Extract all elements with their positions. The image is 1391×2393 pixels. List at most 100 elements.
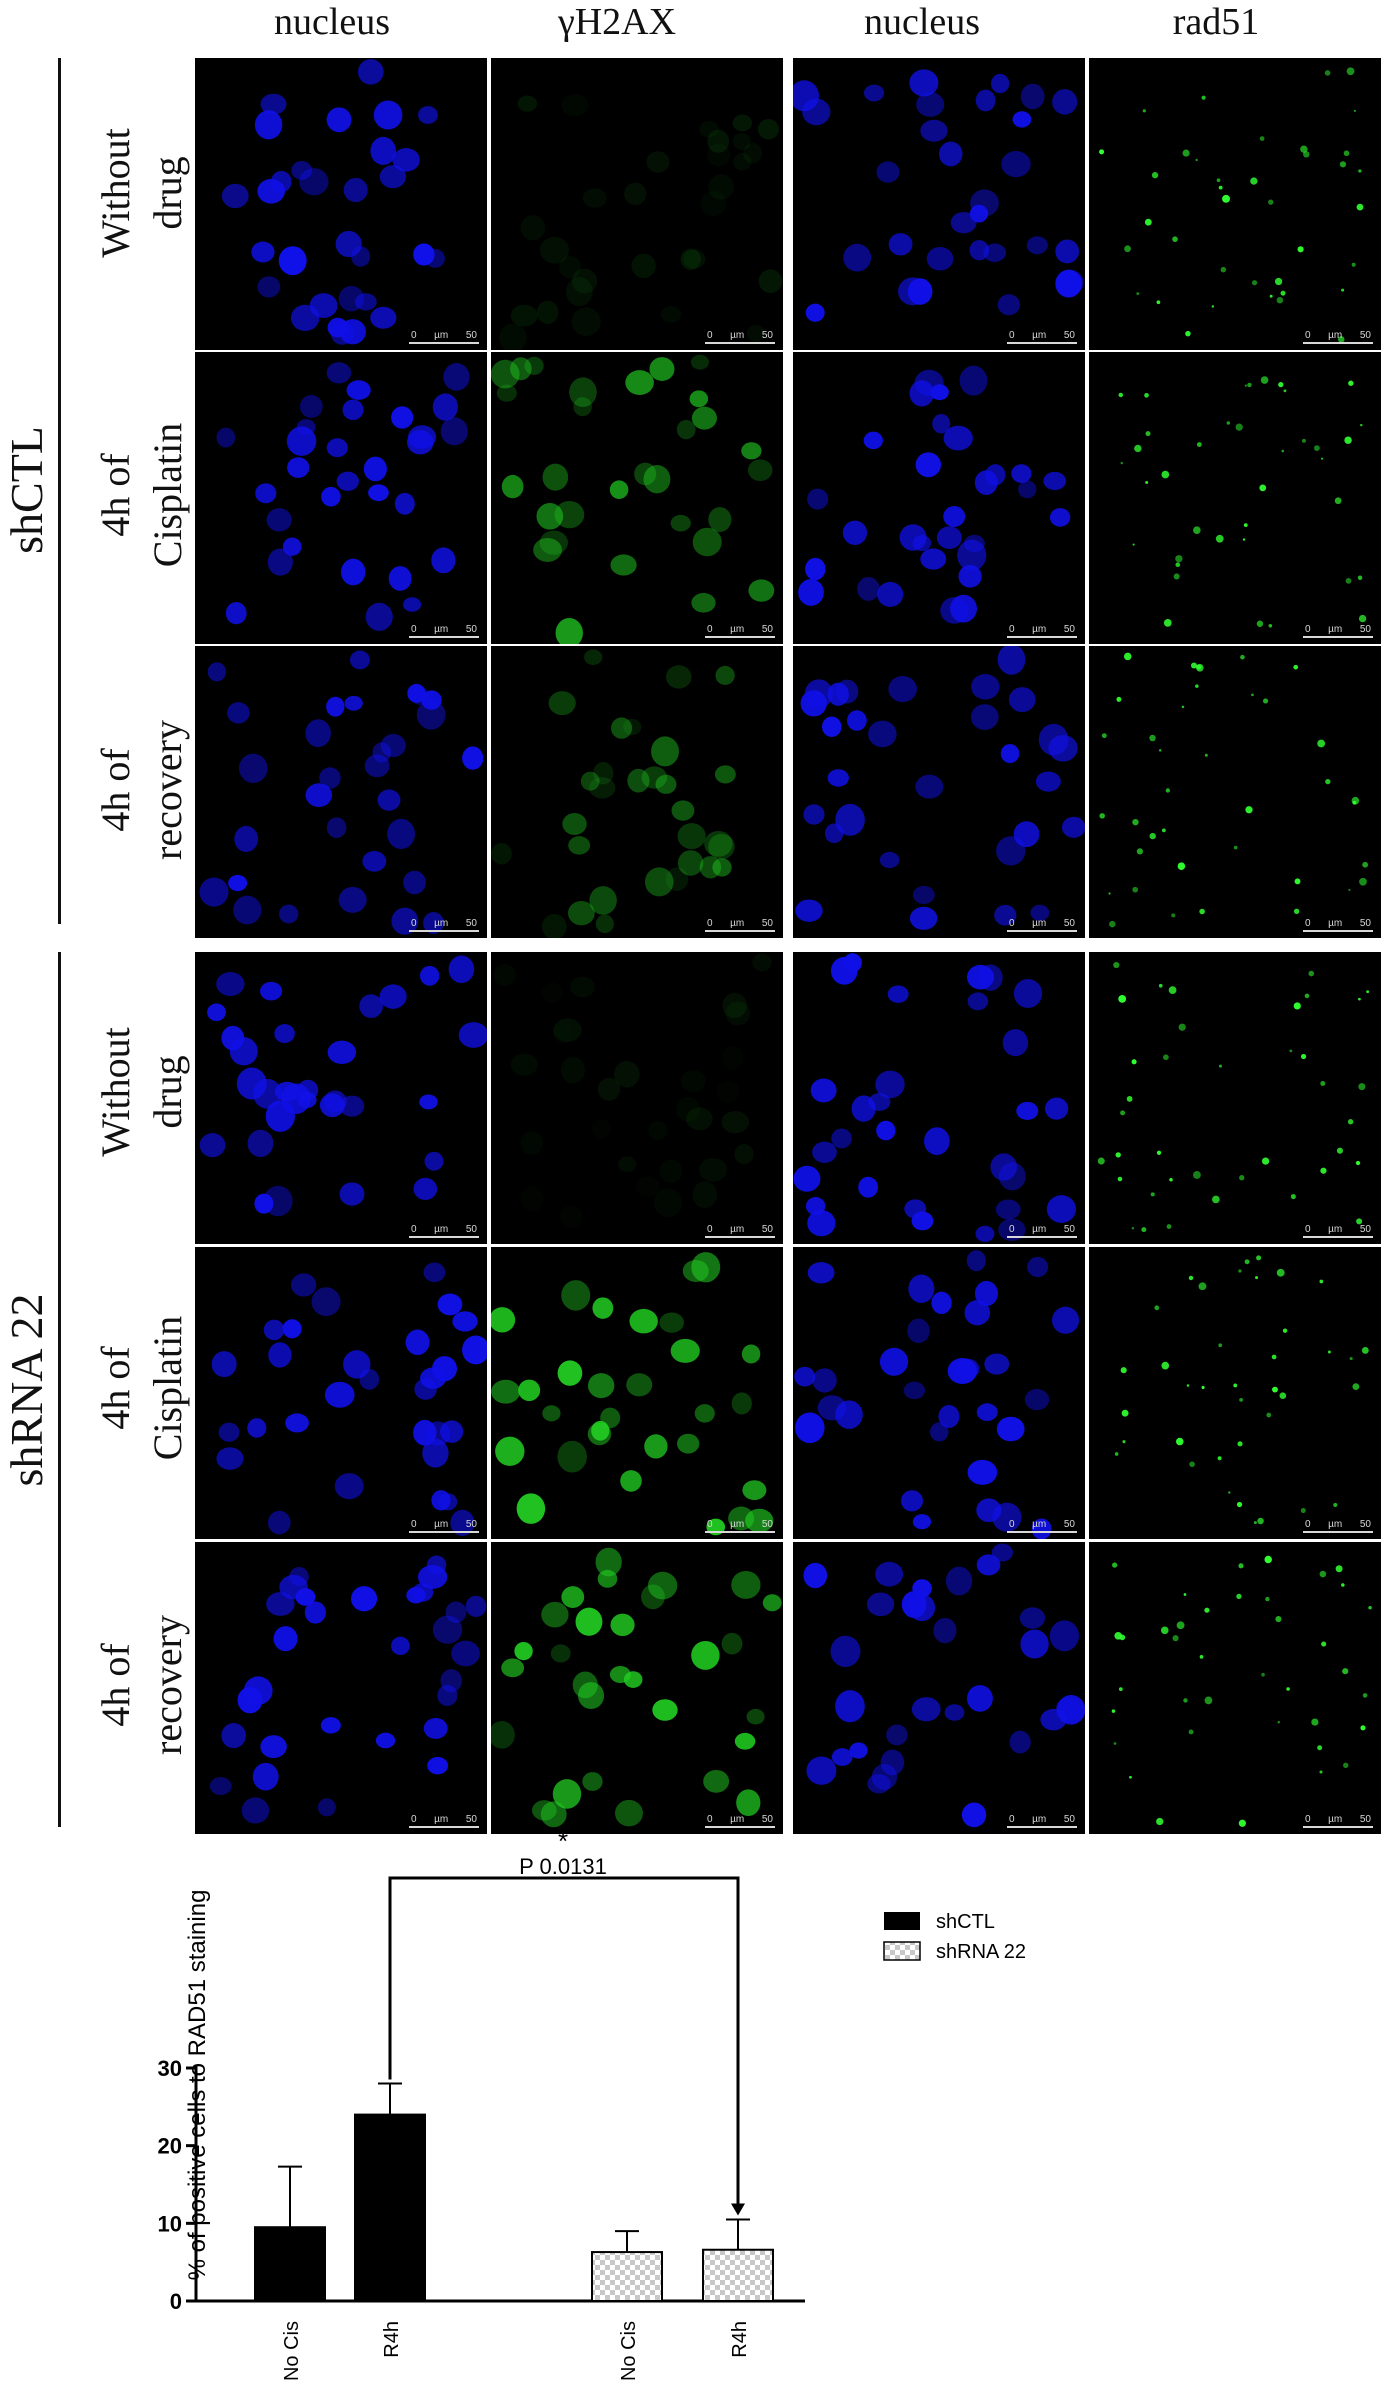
- nucleus-cell: [216, 971, 245, 997]
- nucleus-cell: [976, 1554, 1001, 1576]
- nucleus-cell: [824, 823, 844, 844]
- panel-shrna22-cisplatin-nucleus-1: 0 µm 50: [195, 1247, 487, 1539]
- rad51-focus: [1294, 878, 1301, 885]
- nucleus-cell: [335, 230, 362, 258]
- nucleus-cell: [403, 870, 426, 895]
- gh2ax-nucleus: [758, 269, 783, 293]
- rad51-focus: [1311, 1718, 1319, 1726]
- nucleus-cell: [297, 1091, 317, 1109]
- rad51-bar-chart: 0 10 20 30% of positive cells to RAD51 stai…: [158, 1830, 1027, 2381]
- nucleus-cell: [343, 1350, 371, 1379]
- scale-bar-length: 50: [1063, 1519, 1075, 1530]
- gh2ax-nucleus: [510, 304, 538, 327]
- gh2ax-nucleus: [699, 1157, 728, 1182]
- rad51-focus: [1366, 990, 1370, 994]
- rad51-focus: [1264, 1555, 1272, 1564]
- scale-bar-line: [1303, 636, 1373, 638]
- gh2ax-nucleus: [748, 579, 775, 602]
- panel-shctl-without-drug-rad51: 0 µm 50: [1089, 58, 1381, 350]
- rad51-focus: [1181, 705, 1185, 709]
- gh2ax-nucleus: [680, 248, 701, 271]
- gh2ax-nucleus: [571, 268, 598, 294]
- rad51-focus: [1173, 573, 1180, 580]
- rad51-focus: [1217, 1456, 1222, 1461]
- panel-shctl-recovery-nucleus-1: 0 µm 50: [195, 646, 487, 938]
- gh2ax-nucleus: [731, 1392, 752, 1415]
- scale-bar-unit: µm: [1328, 918, 1343, 929]
- scale-bar: 0 µm 50: [1007, 1519, 1077, 1533]
- rad51-focus: [1160, 1626, 1169, 1635]
- nucleus-cell: [997, 646, 1026, 675]
- nucleus-cell: [958, 564, 982, 588]
- nucleus-cell: [413, 1419, 437, 1446]
- nucleus-cell: [991, 1543, 1013, 1562]
- nucleus-cell: [899, 524, 927, 551]
- gh2ax-nucleus: [610, 1613, 635, 1637]
- nucleus-cell: [794, 1366, 816, 1387]
- panel-shrna22-recovery-nucleus-2: 0 µm 50: [793, 1542, 1085, 1834]
- rad51-focus: [1171, 913, 1176, 918]
- rad51-focus: [1368, 1605, 1372, 1610]
- nucleus-cell: [805, 303, 825, 322]
- gh2ax-nucleus: [691, 592, 716, 613]
- nucleus-cell: [344, 695, 363, 711]
- nucleus-cell: [282, 537, 302, 556]
- gh2ax-nucleus: [752, 953, 772, 972]
- rad51-focus: [1175, 562, 1181, 568]
- gh2ax-nucleus: [717, 1080, 739, 1103]
- rad51-focus: [1118, 392, 1124, 398]
- scale-bar-length: 50: [1359, 1224, 1371, 1235]
- gh2ax-nucleus: [732, 114, 753, 132]
- scale-bar-length: 50: [1359, 330, 1371, 341]
- scale-bar-unit: µm: [730, 1224, 745, 1235]
- nucleus-cell: [1001, 150, 1031, 178]
- gh2ax-nucleus: [552, 1779, 582, 1809]
- row-label-shctl-recovery: 4h of recovery: [93, 720, 190, 860]
- gh2ax-nucleus: [676, 420, 696, 440]
- nucleus-cell: [1008, 687, 1036, 713]
- panel-shctl-without-drug-gh2ax: 0 µm 50: [491, 58, 783, 350]
- nucleus-cell: [357, 59, 384, 85]
- rad51-focus: [1297, 246, 1304, 253]
- nucleus-cell: [255, 483, 277, 504]
- nucleus-cell: [1061, 816, 1085, 838]
- rad51-focus: [1247, 382, 1252, 388]
- nucleus-cell: [319, 767, 341, 789]
- panel-shctl-without-drug-nucleus-1: 0 µm 50: [195, 58, 487, 350]
- nucleus-cell: [251, 241, 275, 263]
- scale-bar-length: 50: [465, 1519, 477, 1530]
- gh2ax-nucleus: [532, 1800, 557, 1821]
- nucleus-cell: [798, 578, 824, 606]
- nucleus-cell: [247, 1418, 267, 1438]
- nucleus-cell: [373, 100, 403, 130]
- scale-bar-unit: µm: [730, 1519, 745, 1530]
- nucleus-cell: [282, 1319, 302, 1339]
- nucleus-cell: [267, 548, 293, 576]
- x-category-label: No Cis: [281, 2321, 303, 2381]
- rad51-focus: [1266, 1412, 1272, 1418]
- gh2ax-nucleus: [691, 406, 717, 430]
- rad51-focus: [1321, 1641, 1327, 1647]
- gh2ax-nucleus: [627, 768, 650, 793]
- nucleus-cell: [363, 456, 387, 482]
- gh2ax-nucleus: [553, 1018, 582, 1042]
- group-label-shctl: shCTL: [1, 426, 52, 554]
- nucleus-cell: [1049, 508, 1071, 527]
- rad51-focus: [1319, 1279, 1324, 1284]
- scale-bar-length: 50: [465, 330, 477, 341]
- scale-bar-length: 50: [1063, 1814, 1075, 1825]
- nucleus-cell: [402, 597, 422, 612]
- rad51-focus: [1327, 1350, 1331, 1354]
- gh2ax-nucleus: [571, 307, 601, 337]
- rad51-focus: [1261, 1157, 1270, 1165]
- rad51-focus: [1220, 266, 1227, 273]
- scale-bar-line: [409, 930, 479, 932]
- rad51-focus: [1218, 1064, 1222, 1068]
- rad51-focus: [1129, 1775, 1132, 1779]
- nucleus-cell: [432, 1615, 463, 1644]
- gh2ax-nucleus: [714, 765, 736, 784]
- scale-bar-length: 50: [465, 1224, 477, 1235]
- rad51-focus: [1195, 158, 1198, 162]
- gh2ax-nucleus: [655, 774, 677, 794]
- nucleus-cell: [1019, 1607, 1046, 1629]
